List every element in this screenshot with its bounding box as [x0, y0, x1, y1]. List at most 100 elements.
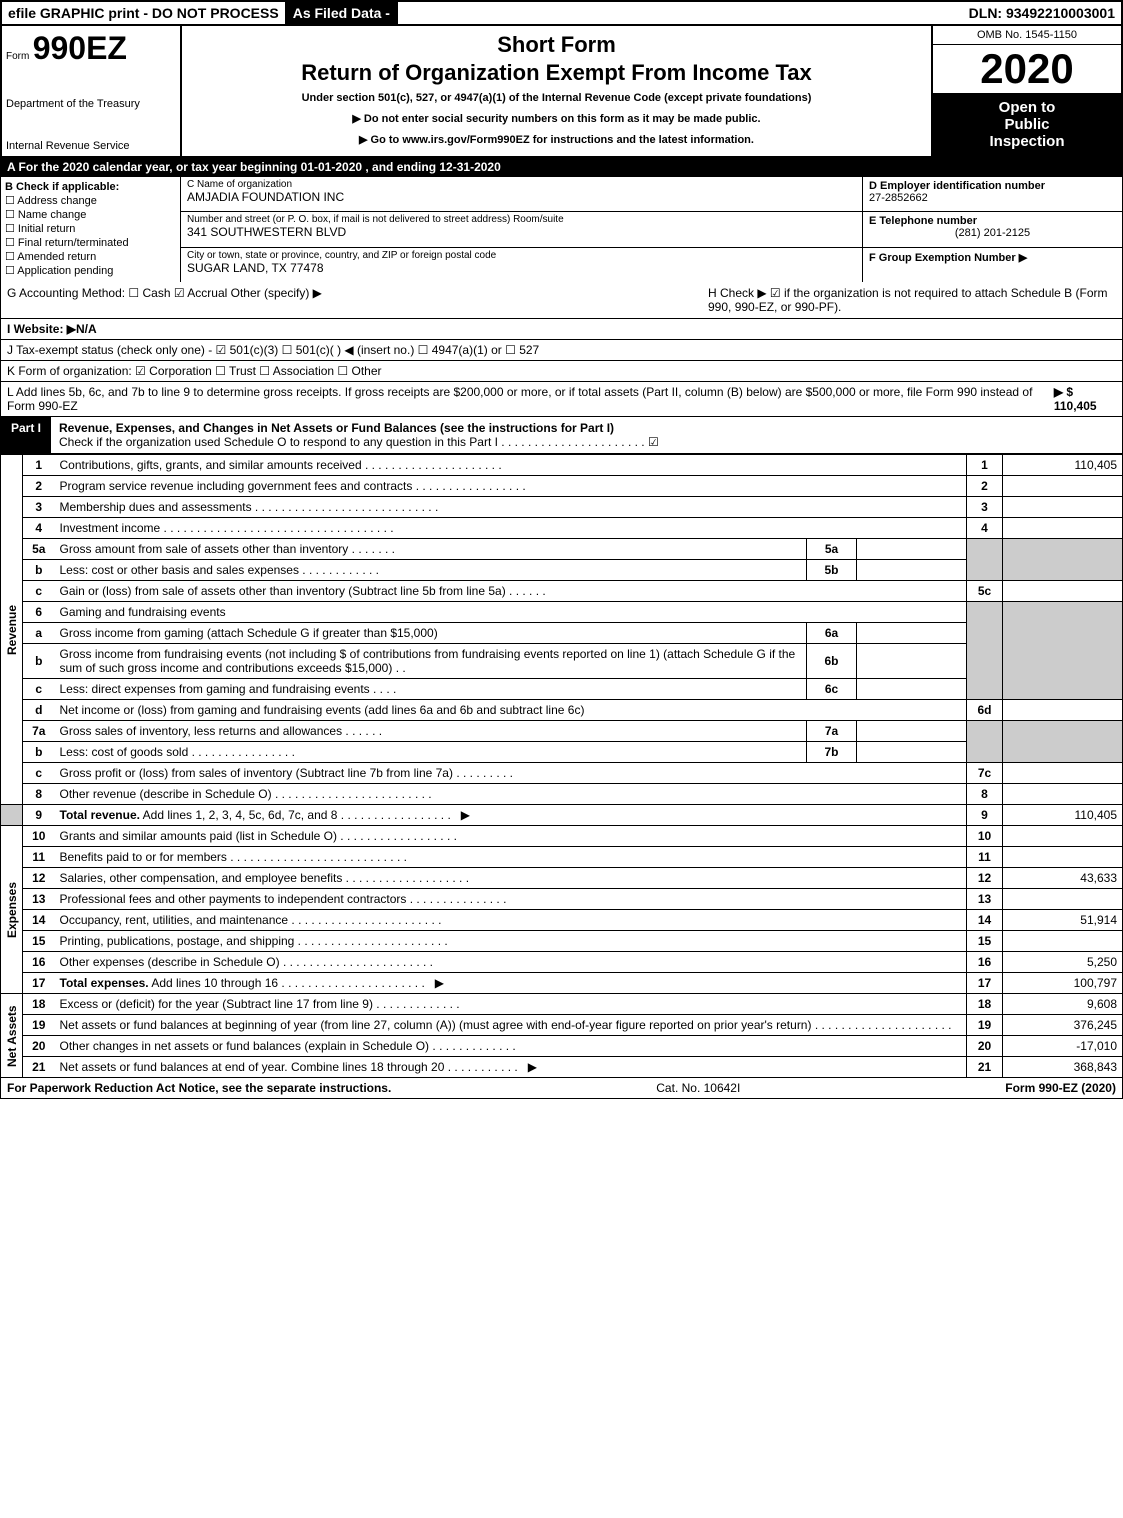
- c-addr-label: Number and street (or P. O. box, if mail…: [187, 214, 856, 225]
- ln6c-sub: 6c: [807, 679, 857, 700]
- ln7a-text: Gross sales of inventory, less returns a…: [60, 724, 343, 738]
- open-line3: Inspection: [937, 133, 1117, 150]
- line-5c: c Gain or (loss) from sale of assets oth…: [1, 581, 1123, 602]
- ln6c-text: Less: direct expenses from gaming and fu…: [60, 682, 370, 696]
- ln1-val: 110,405: [1003, 455, 1123, 476]
- expenses-side-label: Expenses: [1, 826, 23, 994]
- line-6b: b Gross income from fundraising events (…: [1, 644, 1123, 679]
- line-8: 8 Other revenue (describe in Schedule O)…: [1, 784, 1123, 805]
- efile-label: efile GRAPHIC print - DO NOT PROCESS: [2, 2, 285, 24]
- ln16-r: 16: [967, 952, 1003, 973]
- ln2-num: 2: [23, 476, 55, 497]
- ln7b-text: Less: cost of goods sold: [60, 745, 189, 759]
- form-header: Form 990EZ Department of the Treasury In…: [0, 26, 1123, 158]
- revenue-side-label: Revenue: [1, 455, 23, 805]
- ln19-num: 19: [23, 1015, 55, 1036]
- ln7a-num: 7a: [23, 721, 55, 742]
- line-18: Net Assets 18 Excess or (deficit) for th…: [1, 994, 1123, 1015]
- dln-label: DLN: 93492210003001: [963, 2, 1121, 24]
- ln7b-sub: 7b: [807, 742, 857, 763]
- ln20-num: 20: [23, 1036, 55, 1057]
- ln9-val: 110,405: [1003, 805, 1123, 826]
- ln19-r: 19: [967, 1015, 1003, 1036]
- ln8-text: Other revenue (describe in Schedule O): [60, 787, 272, 801]
- c-city-label: City or town, state or province, country…: [187, 250, 856, 261]
- ln6d-num: d: [23, 700, 55, 721]
- ln6c-num: c: [23, 679, 55, 700]
- ln19-text: Net assets or fund balances at beginning…: [60, 1018, 812, 1032]
- ln10-val: [1003, 826, 1123, 847]
- ln6b-sub: 6b: [807, 644, 857, 679]
- ln6-shaded-v: [1003, 602, 1123, 700]
- ln5c-r: 5c: [967, 581, 1003, 602]
- ln4-text: Investment income: [60, 521, 161, 535]
- ln7c-text: Gross profit or (loss) from sales of inv…: [60, 766, 453, 780]
- ln12-text: Salaries, other compensation, and employ…: [60, 871, 343, 885]
- header-left: Form 990EZ Department of the Treasury In…: [2, 26, 182, 156]
- form-ref: Form 990-EZ (2020): [1005, 1081, 1116, 1095]
- ln4-num: 4: [23, 518, 55, 539]
- dept-treasury: Department of the Treasury: [6, 98, 176, 110]
- d-ein-row: D Employer identification number 27-2852…: [863, 177, 1122, 212]
- ln5a-subval: [857, 539, 967, 560]
- f-label: F Group Exemption Number ▶: [869, 252, 1027, 264]
- ln5a-text: Gross amount from sale of assets other t…: [60, 542, 349, 556]
- l-text: L Add lines 5b, 6c, and 7b to line 9 to …: [7, 385, 1054, 413]
- section-def: D Employer identification number 27-2852…: [862, 177, 1122, 282]
- ln17-val: 100,797: [1003, 973, 1123, 994]
- irs-label: Internal Revenue Service: [6, 140, 176, 152]
- open-line1: Open to: [937, 99, 1117, 116]
- e-phone-row: E Telephone number (281) 201-2125: [863, 212, 1122, 247]
- info-grid: B Check if applicable: ☐ Address change …: [0, 177, 1123, 282]
- ln8-r: 8: [967, 784, 1003, 805]
- open-to-public: Open to Public Inspection: [933, 93, 1121, 156]
- ln7c-r: 7c: [967, 763, 1003, 784]
- chk-amended: ☐ Amended return: [5, 250, 176, 263]
- ln6b-subval: [857, 644, 967, 679]
- ln18-val: 9,608: [1003, 994, 1123, 1015]
- ln10-num: 10: [23, 826, 55, 847]
- section-c: C Name of organization AMJADIA FOUNDATIO…: [181, 177, 862, 282]
- ln12-num: 12: [23, 868, 55, 889]
- line-13: 13 Professional fees and other payments …: [1, 889, 1123, 910]
- website-instruction: ▶ Go to www.irs.gov/Form990EZ for instru…: [188, 133, 925, 146]
- line-6: 6 Gaming and fundraising events: [1, 602, 1123, 623]
- g-accounting: G Accounting Method: ☐ Cash ☑ Accrual Ot…: [1, 282, 702, 318]
- ln6d-text: Net income or (loss) from gaming and fun…: [60, 703, 585, 717]
- row-l-gross-receipts: L Add lines 5b, 6c, and 7b to line 9 to …: [0, 382, 1123, 417]
- ln16-num: 16: [23, 952, 55, 973]
- ln6b-num: b: [23, 644, 55, 679]
- ln21-num: 21: [23, 1057, 55, 1078]
- ln7c-val: [1003, 763, 1123, 784]
- chk-initial-return: ☐ Initial return: [5, 222, 176, 235]
- ln7a-sub: 7a: [807, 721, 857, 742]
- line-6a: a Gross income from gaming (attach Sched…: [1, 623, 1123, 644]
- chk-pending: ☐ Application pending: [5, 264, 176, 277]
- org-city: SUGAR LAND, TX 77478: [187, 261, 856, 275]
- ln5c-val: [1003, 581, 1123, 602]
- line-7a: 7a Gross sales of inventory, less return…: [1, 721, 1123, 742]
- c-name-label: C Name of organization: [187, 179, 856, 190]
- ln6a-subval: [857, 623, 967, 644]
- ln5a-num: 5a: [23, 539, 55, 560]
- ln5b-num: b: [23, 560, 55, 581]
- ln13-num: 13: [23, 889, 55, 910]
- ln6a-sub: 6a: [807, 623, 857, 644]
- ln14-r: 14: [967, 910, 1003, 931]
- ln4-val: [1003, 518, 1123, 539]
- ln17-num: 17: [23, 973, 55, 994]
- line-19: 19 Net assets or fund balances at beginn…: [1, 1015, 1123, 1036]
- line-17: 17 Total expenses. Add lines 10 through …: [1, 973, 1123, 994]
- ln13-val: [1003, 889, 1123, 910]
- ln2-text: Program service revenue including govern…: [60, 479, 413, 493]
- ln5b-subval: [857, 560, 967, 581]
- line-5b: b Less: cost or other basis and sales ex…: [1, 560, 1123, 581]
- ln6d-val: [1003, 700, 1123, 721]
- ln4-r: 4: [967, 518, 1003, 539]
- ln6-shaded-r: [967, 602, 1003, 700]
- ln5-shaded-v: [1003, 539, 1123, 581]
- ln11-val: [1003, 847, 1123, 868]
- ssn-warning: ▶ Do not enter social security numbers o…: [188, 112, 925, 125]
- ln7b-num: b: [23, 742, 55, 763]
- line-14: 14 Occupancy, rent, utilities, and maint…: [1, 910, 1123, 931]
